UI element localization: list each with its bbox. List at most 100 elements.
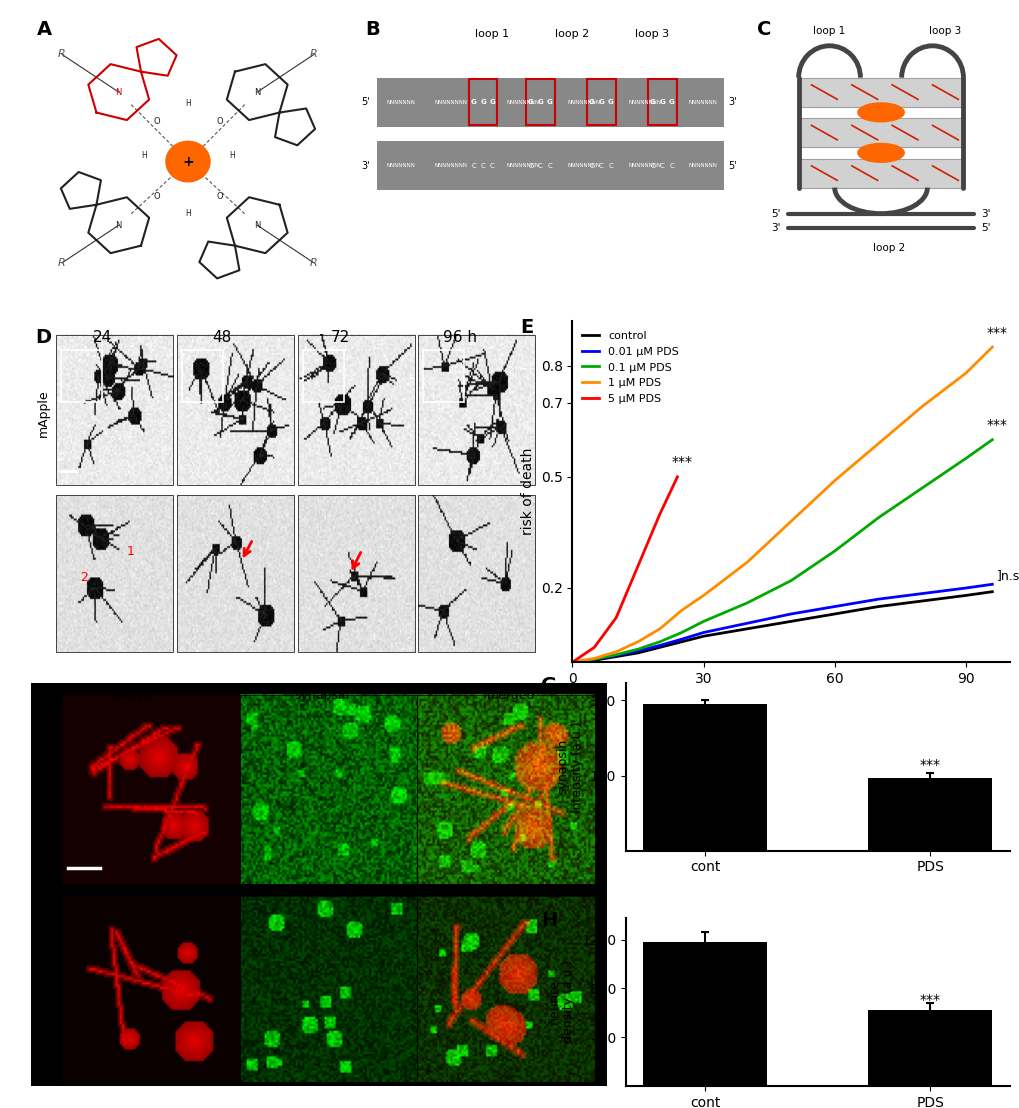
0.1 μM PDS <box>632 643 644 656</box>
control <box>697 629 709 643</box>
Text: B: B <box>366 20 380 39</box>
Text: A: A <box>37 20 52 39</box>
0.01 μM PDS <box>588 653 600 666</box>
0.01 μM PDS <box>609 649 622 663</box>
0.01 μM PDS <box>985 577 998 591</box>
Text: NNNNNNN: NNNNNNN <box>386 100 415 105</box>
1 μM PDS <box>915 400 927 413</box>
0.1 μM PDS <box>588 653 600 666</box>
Text: NNNNNNNN: NNNNNNNN <box>568 163 600 168</box>
5 μM PDS <box>671 470 683 483</box>
Text: loop 1: loop 1 <box>474 29 508 39</box>
0.1 μM PDS <box>959 452 971 465</box>
Text: R: R <box>310 50 318 60</box>
Text: G: G <box>598 100 603 105</box>
0.01 μM PDS <box>675 633 687 646</box>
Text: ]n.s.: ]n.s. <box>996 570 1019 583</box>
Bar <box>526 79 554 125</box>
Legend: control, 0.01 μM PDS, 0.1 μM PDS, 1 μM PDS, 5 μM PDS: control, 0.01 μM PDS, 0.1 μM PDS, 1 μM P… <box>578 327 683 409</box>
Text: G: G <box>588 100 594 105</box>
Line: 0.01 μM PDS: 0.01 μM PDS <box>572 584 991 663</box>
Text: NNNNNNN: NNNNNNN <box>688 100 716 105</box>
X-axis label: time (h): time (h) <box>762 691 818 706</box>
Line: 0.1 μM PDS: 0.1 μM PDS <box>572 440 991 663</box>
0.1 μM PDS <box>785 574 797 587</box>
Bar <box>239 695 417 884</box>
Text: N: N <box>115 88 122 96</box>
Bar <box>418 335 535 485</box>
Bar <box>56 335 173 485</box>
Bar <box>867 1010 991 1086</box>
Text: 3': 3' <box>980 208 990 218</box>
Text: H: H <box>184 209 191 218</box>
1 μM PDS <box>985 340 998 353</box>
1 μM PDS <box>828 474 841 488</box>
1 μM PDS <box>588 652 600 665</box>
Text: MAP2c: MAP2c <box>110 689 152 701</box>
1 μM PDS <box>632 635 644 648</box>
Bar <box>586 79 615 125</box>
Bar <box>647 79 676 125</box>
0.01 μM PDS <box>697 626 709 639</box>
Bar <box>61 350 102 402</box>
1 μM PDS <box>697 588 709 602</box>
Bar <box>643 705 766 851</box>
Text: C: C <box>598 163 603 168</box>
1 μM PDS <box>653 622 665 635</box>
5 μM PDS <box>588 640 600 654</box>
Bar <box>377 78 723 126</box>
0.1 μM PDS <box>828 544 841 557</box>
Bar <box>303 350 343 402</box>
Bar <box>377 142 723 191</box>
Text: O: O <box>153 192 160 201</box>
Text: control: control <box>40 771 53 812</box>
0.1 μM PDS <box>741 596 753 609</box>
Line: 1 μM PDS: 1 μM PDS <box>572 347 991 663</box>
control <box>653 640 665 654</box>
Text: C: C <box>528 163 533 168</box>
Text: ***: *** <box>985 326 1006 340</box>
Text: ***: *** <box>671 455 692 470</box>
5 μM PDS <box>609 611 622 624</box>
control <box>741 622 753 635</box>
Bar <box>56 495 173 652</box>
control <box>959 588 971 602</box>
Bar <box>181 350 223 402</box>
control <box>785 615 797 628</box>
Text: 3': 3' <box>728 98 736 107</box>
Text: loop 1: loop 1 <box>812 25 845 35</box>
Text: C: C <box>589 163 594 168</box>
Bar <box>798 119 963 147</box>
0.1 μM PDS <box>609 648 622 661</box>
Text: G: G <box>528 100 533 105</box>
Text: G: G <box>668 100 674 105</box>
Text: C: C <box>607 163 612 168</box>
Text: C: C <box>480 163 485 168</box>
1 μM PDS <box>871 437 883 450</box>
Text: loop 3: loop 3 <box>928 25 961 35</box>
control <box>609 650 622 664</box>
Text: +: + <box>182 154 194 168</box>
Text: 48: 48 <box>212 330 231 345</box>
0.01 μM PDS <box>828 599 841 613</box>
control <box>588 654 600 667</box>
Bar <box>469 79 497 125</box>
control <box>566 656 578 669</box>
Bar <box>867 778 991 851</box>
1 μM PDS <box>959 367 971 380</box>
0.1 μM PDS <box>985 433 998 447</box>
1 μM PDS <box>741 555 753 568</box>
Text: E: E <box>520 318 533 337</box>
Text: ***: *** <box>919 993 940 1007</box>
Text: 96 h: 96 h <box>442 330 476 345</box>
Text: NNNNNNNN: NNNNNNNN <box>506 163 539 168</box>
1 μM PDS <box>785 514 797 527</box>
Text: C: C <box>668 163 674 168</box>
Text: G: G <box>541 676 557 695</box>
Text: ***: *** <box>919 758 940 771</box>
1 μM PDS <box>609 645 622 658</box>
Ellipse shape <box>857 103 903 122</box>
Text: H: H <box>141 152 147 161</box>
control <box>985 585 998 598</box>
Bar <box>798 158 963 187</box>
